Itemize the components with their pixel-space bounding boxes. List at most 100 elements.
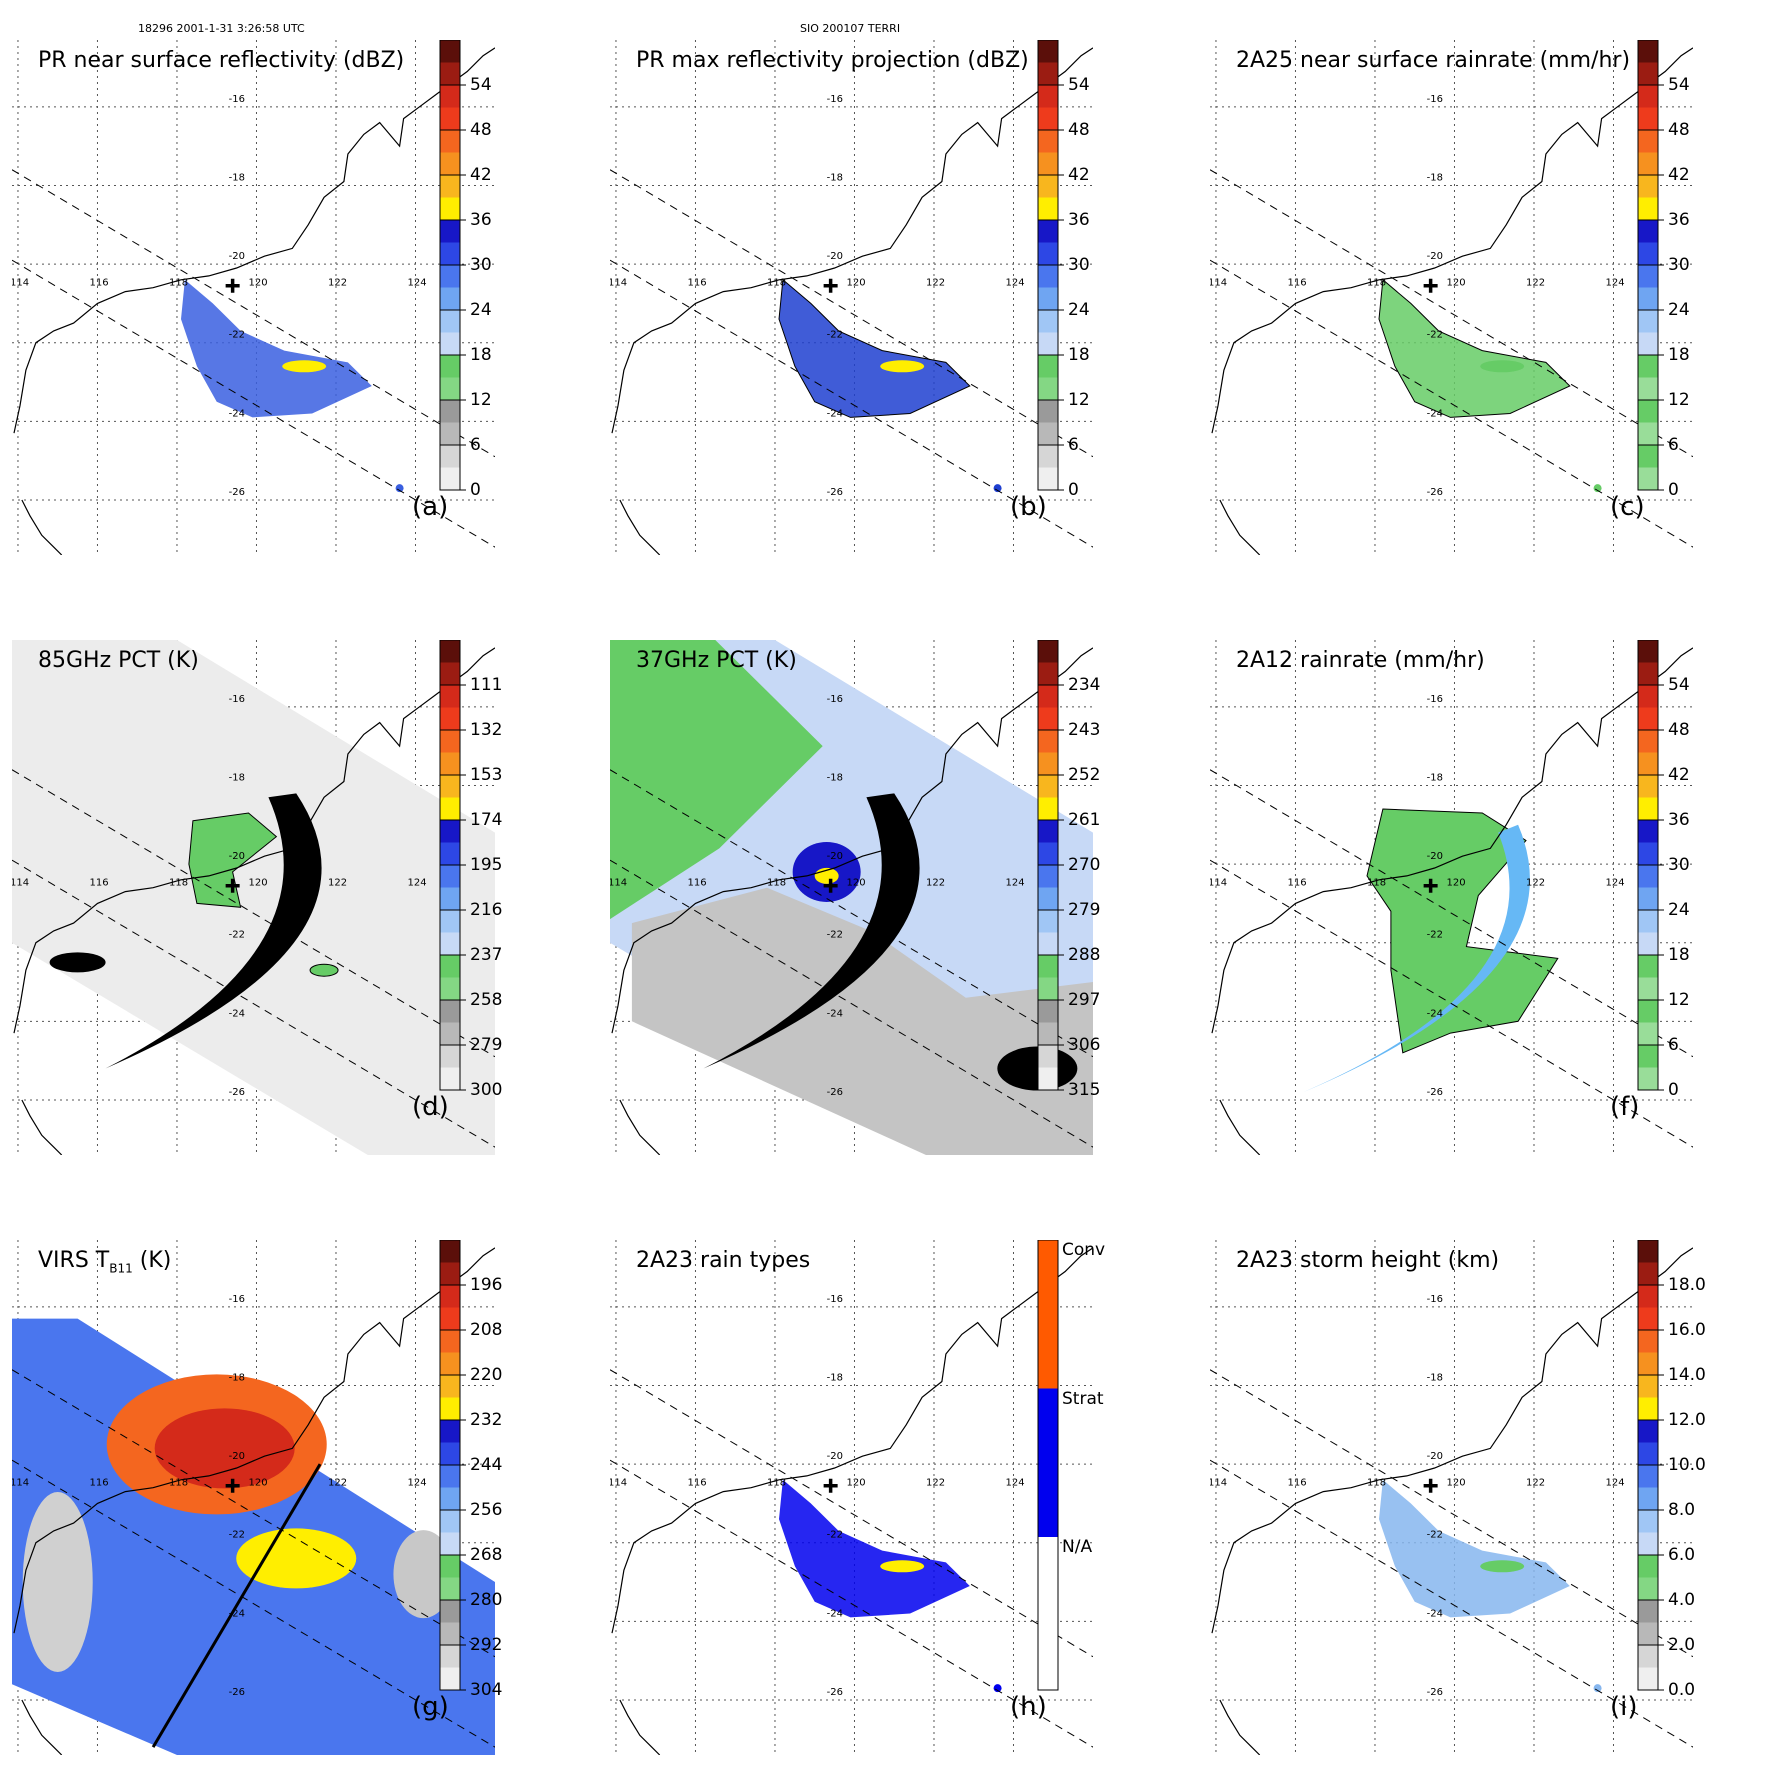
colorbar — [439, 640, 466, 1091]
radiometer-swath — [12, 640, 495, 1155]
colorbar-band — [1038, 130, 1058, 153]
colorbar-band — [1638, 910, 1658, 933]
limb-arc — [703, 793, 920, 1069]
panel-letter: (g) — [412, 1692, 449, 1722]
hot-surface — [997, 1046, 1078, 1091]
colorbar-band — [440, 977, 460, 1001]
colorbar-band — [440, 107, 460, 131]
swath-edge-south — [1210, 259, 1693, 548]
colorbar-label: 6 — [1668, 435, 1679, 455]
lat-label: -20 — [1427, 851, 1443, 862]
colorbar-label: Conv — [1062, 1240, 1106, 1260]
lon-label: 120 — [1446, 278, 1465, 289]
storm-center-marker — [225, 878, 240, 893]
colorbar-label: 315 — [1068, 1080, 1101, 1100]
colorbar-label: 111 — [470, 675, 503, 695]
lon-label: 118 — [169, 1478, 188, 1489]
lat-label: -24 — [827, 1608, 843, 1619]
lon-label: 114 — [610, 278, 627, 289]
panel-letter: (h) — [1010, 1692, 1047, 1722]
colorbar-band — [440, 932, 460, 956]
storm-center-marker — [1423, 878, 1438, 893]
colorbar — [1637, 1240, 1664, 1691]
limb-arc — [105, 793, 322, 1069]
storm-center-marker — [225, 1478, 240, 1493]
colorbar-band — [1038, 152, 1058, 176]
colorbar-band — [1038, 107, 1058, 131]
lon-label: 124 — [407, 878, 426, 889]
coastline — [13, 1247, 495, 1634]
lat-label: -20 — [1427, 1451, 1443, 1462]
lat-label: -24 — [827, 1008, 843, 1019]
colorbar-band — [1638, 1487, 1658, 1511]
rain-cell — [993, 484, 1002, 493]
colorbar-label: 18 — [470, 345, 492, 365]
panel-letter: (a) — [412, 492, 449, 522]
colorbar-band — [1038, 1388, 1058, 1537]
colorbar-band — [440, 1045, 460, 1068]
colorbar-band — [1038, 730, 1058, 753]
swath-edge-north — [12, 769, 495, 1058]
colorbar-label: 4.0 — [1668, 1590, 1696, 1610]
pr-rain-area — [181, 279, 372, 418]
panel-title: 37GHz PCT (K) — [636, 648, 797, 673]
colorbar-band — [440, 1645, 460, 1668]
colorbar-band — [440, 1330, 460, 1353]
lat-label: -16 — [229, 694, 245, 705]
colorbar-label: 48 — [470, 120, 492, 140]
colorbar-band — [1038, 842, 1058, 866]
colorbar-band — [1638, 707, 1658, 731]
colorbar-band — [1038, 242, 1058, 266]
colorbar-label: 2.0 — [1668, 1635, 1696, 1655]
colorbar-band — [440, 752, 460, 776]
swath-edge-south — [1210, 859, 1693, 1148]
colorbar-band — [1638, 287, 1658, 311]
colorbar-band — [1638, 85, 1658, 108]
colorbar-band — [1638, 265, 1658, 288]
colorbar-band — [1038, 1240, 1058, 1389]
colorbar-band — [1038, 197, 1058, 221]
storm-center-marker — [1423, 278, 1438, 293]
lon-label: 118 — [169, 278, 188, 289]
orbit-header: 18296 2001-1-31 3:26:58 UTC — [138, 22, 305, 35]
colorbar-label: 12 — [1068, 390, 1090, 410]
colorbar-label: 0 — [1668, 480, 1679, 500]
map-svg: 114 116 118 120 122 124 -16 -18 -20 -22 -24 -26 — [610, 1240, 1093, 1755]
colorbar-band — [440, 1667, 460, 1691]
colorbar-label: 6 — [1068, 435, 1079, 455]
pr-rain-area — [1378, 278, 1571, 418]
colorbar-band — [1638, 422, 1658, 446]
swath-edge-north — [12, 169, 495, 458]
colorbar-band — [1638, 107, 1658, 131]
colorbar-band — [1038, 220, 1058, 243]
map-svg: 114 116 118 120 122 124 -16 -18 -20 -22 -24 -26 — [12, 640, 495, 1155]
colorbar-band — [1638, 130, 1658, 153]
lat-label: -18 — [229, 172, 245, 183]
colorbar-label: 268 — [470, 1545, 503, 1565]
colorbar-label: 0 — [470, 480, 481, 500]
lon-label: 122 — [1526, 878, 1545, 889]
lon-label: 124 — [1605, 1478, 1624, 1489]
lat-label: -18 — [827, 1372, 843, 1383]
colorbar — [1037, 640, 1064, 1091]
colorbar-label: 18.0 — [1668, 1275, 1706, 1295]
swath-edge-south — [12, 259, 495, 548]
convective-core — [1480, 360, 1525, 373]
panel-h: 114 116 118 120 122 124 -16 -18 -20 -22 -24 -26 Conv… — [610, 1240, 1110, 1760]
colorbar-band — [440, 220, 460, 243]
title-text: VIRS T — [38, 1248, 110, 1273]
lon-label: 120 — [1446, 878, 1465, 889]
lat-label: -20 — [229, 251, 245, 262]
colorbar-label: 30 — [470, 255, 492, 275]
colorbar-band — [1638, 467, 1658, 491]
colorbar-band — [440, 730, 460, 753]
panel-c: 114 116 118 120 122 124 -16 -18 -20 -22 -24 -26 54 48… — [1210, 40, 1710, 560]
colorbar — [439, 40, 466, 491]
colorbar-band — [1638, 1465, 1658, 1488]
colorbar-band — [440, 1022, 460, 1046]
colorbar-band — [1638, 62, 1658, 86]
lat-label: -16 — [827, 1294, 843, 1305]
colorbar-band — [440, 1262, 460, 1286]
colorbar-band — [1638, 1645, 1658, 1668]
colorbar-band — [440, 1532, 460, 1556]
